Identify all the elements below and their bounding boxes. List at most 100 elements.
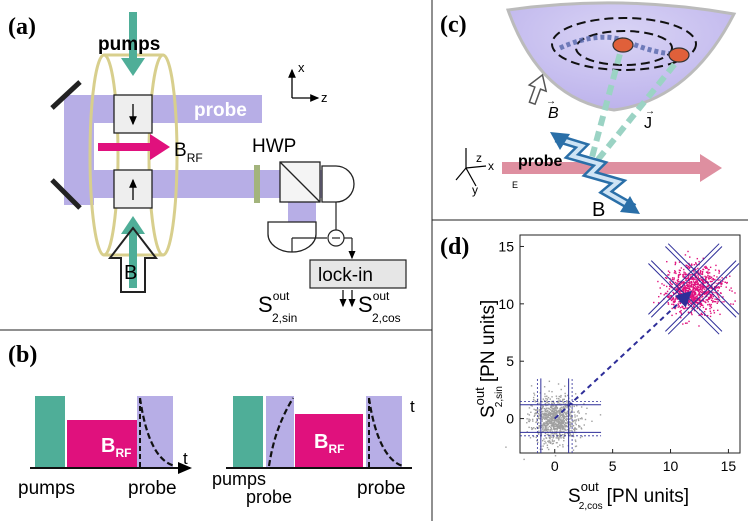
scatter-point-1: [677, 285, 679, 287]
scatter-point-0: [529, 419, 531, 421]
scatter-point-0: [564, 425, 567, 428]
scatter-point-0: [543, 415, 545, 417]
scatter-point-0: [565, 415, 568, 418]
scatter-point-1: [674, 300, 676, 303]
scatter-point-0: [547, 434, 549, 436]
scatter-point-0: [552, 425, 555, 427]
scatter-point-0: [555, 407, 557, 409]
scatter-point-1: [700, 278, 703, 281]
scatter-point-0: [551, 390, 553, 393]
scatter-point-1: [695, 279, 698, 281]
scatter-point-1: [690, 278, 693, 280]
scatter-point-0: [561, 420, 564, 423]
scatter-point-0: [552, 442, 555, 445]
scatter-point-0: [552, 426, 555, 429]
scatter-point-0: [547, 409, 549, 412]
scatter-point-1: [701, 287, 704, 290]
scatter-point-1: [704, 314, 706, 316]
scatter-point-1: [695, 275, 698, 278]
scatter-point-1: [694, 281, 696, 284]
scatter-point-0: [563, 420, 565, 422]
scatter-point-0: [559, 403, 561, 405]
scatter-point-1: [720, 283, 723, 285]
scatter-point-1: [699, 288, 701, 290]
scatter-point-0: [536, 408, 539, 410]
scatter-point-1: [669, 281, 672, 284]
scatter-point-0: [548, 419, 551, 421]
scatter-point-0: [553, 440, 556, 442]
scatter-point-0: [561, 434, 564, 436]
scatter-point-0: [544, 440, 546, 443]
scatter-point-0: [547, 407, 549, 409]
scatter-point-0: [549, 430, 551, 432]
scatter-point-1: [719, 279, 721, 281]
scatter-point-0: [562, 406, 565, 409]
scatter-point-0: [547, 413, 549, 415]
scatter-point-1: [714, 298, 716, 300]
scatter-point-0: [574, 445, 577, 448]
scatter-point-0: [578, 412, 580, 414]
scatter-point-0: [538, 408, 541, 411]
scatter-point-0: [549, 413, 552, 415]
scatter-point-0: [558, 425, 561, 427]
scatter-point-1: [666, 290, 669, 293]
scatter-point-1: [718, 297, 720, 299]
scatter-point-0: [548, 402, 550, 405]
scatter-point-0: [538, 430, 540, 432]
scatter-point-1: [693, 292, 696, 295]
scatter-point-1: [702, 299, 704, 301]
scatter-point-0: [548, 425, 551, 428]
scatter-point-0: [562, 418, 564, 421]
x-tick-label: 10: [663, 458, 679, 474]
scatter-point-0: [545, 413, 548, 415]
scatter-point-1: [671, 303, 673, 305]
scatter-point-0: [554, 404, 556, 407]
scatter-point-1: [691, 276, 693, 278]
scatter-point-1: [674, 270, 676, 272]
scatter-point-0: [544, 410, 547, 413]
scatter-point-0: [569, 401, 571, 403]
scatter-point-0: [564, 405, 567, 408]
scatter-point-1: [671, 307, 673, 310]
scatter-point-1: [693, 291, 696, 293]
scatter-point-1: [688, 282, 690, 284]
scatter-point-0: [552, 440, 554, 442]
scatter-point-1: [672, 291, 674, 294]
scatter-point-0: [546, 410, 548, 413]
scatter-point-0: [530, 385, 533, 387]
scatter-point-1: [731, 290, 733, 292]
scatter-point-1: [698, 284, 701, 286]
scatter-point-1: [701, 280, 704, 283]
scatter-point-1: [700, 313, 702, 316]
scatter-point-0: [578, 424, 580, 427]
scatter-point-0: [541, 448, 543, 451]
scatter-point-0: [551, 439, 554, 441]
scatter-point-0: [568, 413, 571, 416]
scatter-point-0: [546, 444, 549, 446]
scatter-point-0: [566, 401, 568, 403]
scatter-point-0: [548, 412, 550, 415]
scatter-point-0: [584, 418, 587, 421]
scatter-point-1: [694, 268, 696, 270]
scatter-point-0: [547, 396, 550, 399]
scatter-point-0: [544, 412, 546, 415]
scatter-point-0: [569, 421, 571, 424]
scatter-point-1: [682, 276, 685, 278]
scatter-point-1: [698, 300, 701, 302]
scatter-point-0: [542, 404, 544, 407]
scatter-point-1: [672, 297, 675, 300]
scatter-point-0: [574, 416, 576, 418]
scatter-point-1: [671, 278, 674, 281]
scatter-point-1: [699, 271, 702, 274]
scatter-point-1: [712, 295, 715, 298]
scatter-point-0: [574, 422, 577, 424]
scatter-point-1: [702, 268, 705, 271]
scatter-point-0: [541, 420, 543, 422]
scatter-point-1: [706, 281, 708, 283]
scatter-point-0: [552, 425, 555, 428]
scatter-point-0: [543, 407, 546, 410]
scatter-point-0: [553, 412, 556, 414]
scatter-point-0: [559, 422, 561, 424]
scatter-point-0: [572, 424, 574, 427]
scatter-point-1: [704, 275, 706, 278]
